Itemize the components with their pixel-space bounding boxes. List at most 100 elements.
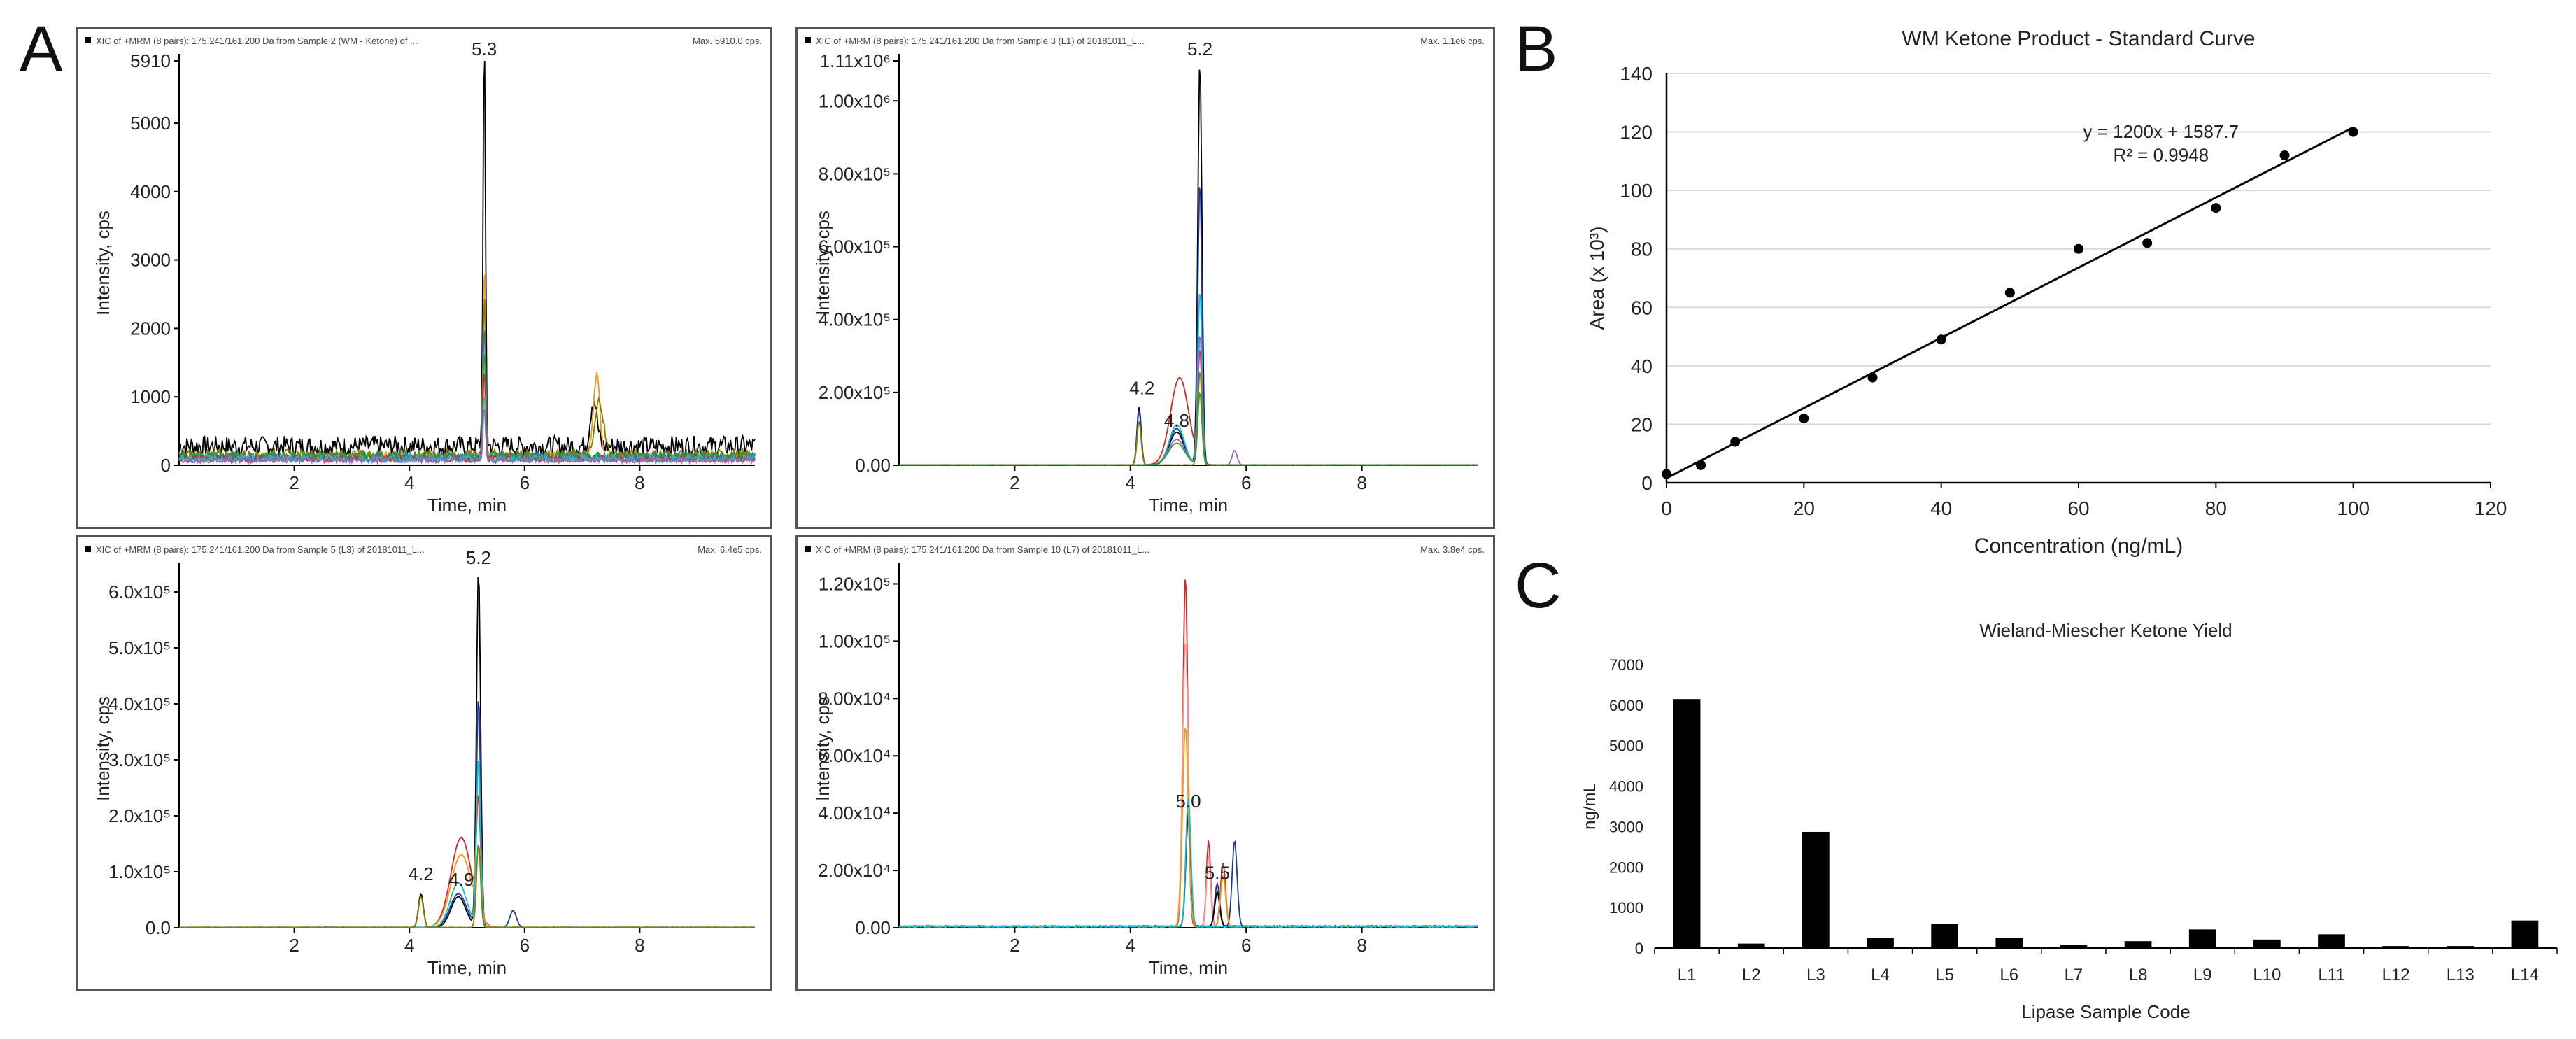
peak-label: 4.2 <box>409 863 434 884</box>
data-point <box>1696 460 1706 470</box>
y-axis-label: Area (x 10³) <box>1586 227 1608 330</box>
x-tick-label: 80 <box>2205 497 2227 519</box>
y-tick-label: 140 <box>1620 63 1653 85</box>
x-tick-label: 120 <box>2475 497 2507 519</box>
y-tick-label: 100 <box>1620 180 1653 202</box>
y-tick-label: 2.0x10⁵ <box>108 805 171 826</box>
x-tick-label: L2 <box>1742 966 1761 984</box>
x-tick-label: L3 <box>1806 966 1825 984</box>
chart-title: Wieland-Miescher Ketone Yield <box>1979 620 2232 641</box>
x-tick-label: 4 <box>1126 472 1135 493</box>
x-tick-label: 8 <box>1357 472 1366 493</box>
peak-label: 5.2 <box>466 547 491 568</box>
y-tick-label: 120 <box>1620 122 1653 143</box>
chromatogram-max: Max. 5910.0 cps. <box>693 36 762 46</box>
chromatogram-trace <box>178 274 756 464</box>
bar <box>1737 943 1765 948</box>
y-tick-label: 0 <box>161 455 171 476</box>
y-tick-label: 1.00x10⁶ <box>819 90 891 111</box>
chromatogram-panel-2: XIC of +MRM (8 pairs): 175.241/161.200 D… <box>795 27 1495 529</box>
x-tick-label: L14 <box>2511 966 2539 984</box>
x-tick-label: L4 <box>1871 966 1890 984</box>
x-tick-label: L12 <box>2382 966 2410 984</box>
chromatogram-trace <box>178 844 756 928</box>
panel-label-b: B <box>1515 13 1558 85</box>
y-axis-label: Intensity, cps <box>812 211 833 316</box>
x-tick-label: 8 <box>635 935 644 956</box>
bar <box>2188 929 2216 948</box>
data-point <box>1799 414 1809 424</box>
standard-curve-chart: WM Ketone Product - Standard Curve 0 20 40 6… <box>1586 27 2507 558</box>
y-tick-label: 5.0x10⁵ <box>108 637 171 658</box>
x-tick-label: 4 <box>1126 935 1135 956</box>
trend-equation: y = 1200x + 1587.7 <box>2083 121 2239 142</box>
x-tick-label: 4 <box>404 472 414 493</box>
y-tick-label: 40 <box>1631 355 1653 377</box>
data-point <box>2348 127 2358 137</box>
chromatogram-trace <box>178 409 755 465</box>
x-tick-label: L6 <box>2000 966 2018 984</box>
bar <box>2382 946 2409 948</box>
x-tick-label: 6 <box>1241 935 1251 956</box>
x-tick-label: L10 <box>2253 966 2281 984</box>
chromatogram-trace <box>898 293 1478 466</box>
y-tick-label: 6.00x10⁴ <box>818 745 891 766</box>
chromatogram-trace <box>178 299 756 462</box>
bar <box>2318 934 2345 948</box>
y-tick-label: 0 <box>1635 940 1643 957</box>
bar <box>1802 831 1830 948</box>
y-tick-label: 4.00x10⁴ <box>818 803 891 824</box>
y-tick-label: 0 <box>1641 472 1653 494</box>
y-tick-label: 5000 <box>130 113 171 134</box>
chromatogram-trace <box>898 817 1478 928</box>
chromatogram-trace <box>898 798 1478 928</box>
peak-label: 5.2 <box>1187 38 1212 59</box>
x-axis-label: Time, min <box>1149 957 1228 978</box>
chromatogram-trace <box>899 69 1478 466</box>
bar <box>1995 938 2023 948</box>
chromatogram-max: Max. 6.4e5 cps. <box>698 544 762 555</box>
x-tick-label: L11 <box>2318 966 2344 984</box>
chromatogram-panel-3: XIC of +MRM (8 pairs): 175.241/161.200 D… <box>76 535 772 991</box>
x-tick-label: 8 <box>1357 935 1366 956</box>
x-tick-label: 4 <box>404 935 414 956</box>
y-tick-label: 3.0x10⁵ <box>108 749 171 770</box>
y-tick-label: 2000 <box>130 318 171 339</box>
x-tick-label: 20 <box>1793 497 1815 519</box>
header-marker <box>805 546 811 552</box>
bar <box>2511 920 2539 948</box>
data-point <box>2004 288 2015 298</box>
chromatogram-trace <box>178 354 756 464</box>
y-tick-label: 0.00 <box>855 455 891 476</box>
x-tick-label: L7 <box>2065 966 2083 984</box>
chromatogram-header: XIC of +MRM (8 pairs): 175.241/161.200 D… <box>96 36 418 46</box>
x-tick-label: L5 <box>1935 966 1954 984</box>
header-marker <box>85 546 91 552</box>
y-tick-label: 2.00x10⁵ <box>819 382 891 403</box>
data-point <box>2142 238 2153 248</box>
bar <box>2124 941 2152 948</box>
chromatogram-header: XIC of +MRM (8 pairs): 175.241/161.200 D… <box>96 544 425 555</box>
bar <box>1867 938 1894 948</box>
peak-label: 5.5 <box>1205 863 1230 884</box>
x-tick-label: 6 <box>520 472 530 493</box>
y-tick-label: 4000 <box>130 181 171 202</box>
y-tick-label: 3000 <box>1609 818 1643 835</box>
y-tick-label: 7000 <box>1609 656 1643 674</box>
chromatogram-trace <box>898 390 1478 466</box>
panel-label-a: A <box>20 13 63 85</box>
chromatogram-trace <box>898 350 1478 466</box>
y-tick-label: 60 <box>1631 297 1653 318</box>
y-tick-label: 4.0x10⁵ <box>108 693 171 714</box>
chromatogram-trace <box>899 336 1478 466</box>
header-marker <box>805 37 811 43</box>
y-tick-label: 8.00x10⁴ <box>818 688 891 709</box>
peak-label: 5.0 <box>1175 791 1201 812</box>
peak-label: 4.9 <box>448 869 474 890</box>
chromatogram-max: Max. 3.8e4 cps. <box>1420 544 1485 555</box>
data-point <box>1867 372 1878 383</box>
x-axis-label: Lipase Sample Code <box>2021 1001 2190 1022</box>
trendline <box>1666 126 2354 479</box>
chart-title: WM Ketone Product - Standard Curve <box>1902 27 2255 50</box>
